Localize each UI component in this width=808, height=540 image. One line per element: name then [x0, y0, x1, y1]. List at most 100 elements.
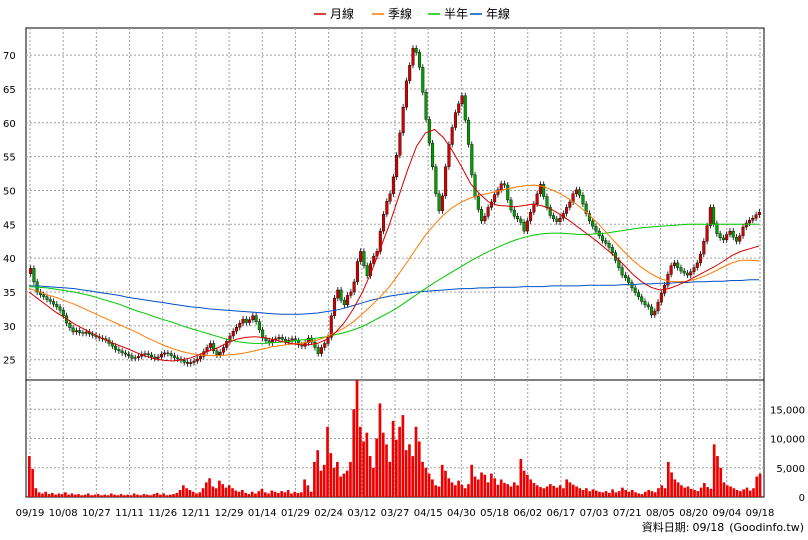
candle-body-206: [702, 241, 706, 255]
volume-bar-117: [411, 456, 415, 497]
candle-body-6: [48, 299, 52, 302]
candle-body-50: [192, 360, 196, 363]
volume-bar-112: [395, 439, 398, 497]
candle-body-66: [244, 318, 248, 323]
candle-body-67: [248, 319, 252, 323]
candle-body-183: [627, 277, 631, 283]
volume-bar-219: [745, 487, 749, 497]
volume-bar-124: [434, 485, 437, 497]
candle-body-89: [319, 347, 323, 354]
candle-body-187: [640, 296, 644, 302]
volume-bar-136: [473, 476, 477, 497]
candle-body-47: [182, 360, 186, 363]
volume-bar-97: [345, 470, 349, 497]
date-axis-labels: 09/19 10/08 10/27 11/11 11/26 12/11 12/29 01/14…: [16, 508, 775, 519]
volume-bar-181: [621, 487, 624, 497]
volume-bar-205: [699, 487, 703, 497]
volume-bar-39: [155, 492, 159, 497]
candle-body-161: [555, 218, 559, 222]
volume-bar-93: [332, 467, 336, 497]
volume-bar-221: [752, 488, 755, 497]
candle-body-147: [509, 199, 513, 211]
candle-body-64: [238, 322, 242, 328]
volume-bar-119: [417, 441, 421, 497]
volume-bar-89: [319, 470, 323, 497]
volume-bar-213: [725, 485, 729, 497]
volume-bar-162: [558, 485, 562, 497]
volume-bar-33: [136, 494, 139, 497]
candle-body-16: [81, 332, 85, 334]
candle-body-0: [29, 268, 33, 274]
volume-bar-54: [204, 482, 208, 497]
volume-bar-27: [116, 495, 120, 497]
candle-body-140: [486, 207, 490, 217]
candle-body-148: [512, 209, 516, 217]
candle-body-149: [516, 215, 520, 220]
candle-body-68: [251, 315, 255, 320]
price-tick-5: 50: [3, 186, 16, 197]
volume-bar-169: [581, 489, 585, 497]
volume-bar-36: [145, 494, 149, 497]
candle-body-220: [748, 220, 752, 224]
candle-body-101: [359, 251, 363, 262]
volume-bar-172: [591, 489, 595, 497]
date-tick-5: 12/11: [181, 508, 210, 519]
volume-bar-2: [34, 488, 38, 497]
volume-bar-13: [70, 493, 74, 497]
volume-bar-199: [680, 485, 683, 497]
volume-bar-135: [470, 464, 474, 497]
volume-bar-222: [755, 476, 759, 497]
candle-body-200: [682, 270, 686, 274]
candle-body-160: [551, 215, 555, 220]
candle-body-125: [437, 193, 441, 211]
date-tick-11: 03/27: [381, 508, 410, 519]
candle-body-88: [316, 347, 320, 354]
candle-body-127: [444, 166, 448, 197]
volume-bar-210: [716, 456, 719, 497]
candle-body-126: [440, 195, 444, 211]
volume-bar-139: [483, 474, 487, 497]
candle-body-8: [55, 303, 59, 308]
candle-body-93: [333, 297, 337, 316]
volume-bar-198: [676, 482, 680, 497]
candle-body-30: [127, 354, 131, 356]
volume-bar-118: [414, 426, 418, 497]
candle-body-63: [235, 327, 239, 332]
volume-bar-197: [673, 479, 677, 497]
volume-bar-157: [542, 488, 546, 497]
volume-bar-42: [165, 495, 169, 497]
candle-body-36: [146, 353, 150, 356]
volume-bar-18: [86, 493, 90, 497]
candle-body-217: [738, 235, 742, 242]
volume-bar-38: [152, 494, 156, 497]
ma-year-line: [29, 279, 759, 315]
legend: 月線 季線 半年 年線: [314, 6, 510, 21]
volume-bar-125: [437, 486, 441, 497]
candle-body-91: [326, 337, 330, 344]
candle-body-27: [117, 349, 121, 352]
candle-body-156: [538, 184, 542, 195]
volume-bar-52: [198, 492, 202, 497]
volume-bar-106: [375, 438, 379, 497]
candle-body-213: [725, 234, 729, 241]
candle-body-168: [578, 189, 582, 196]
date-tick-6: 12/29: [215, 508, 244, 519]
candle-body-151: [522, 222, 526, 232]
volume-bar-7: [50, 492, 54, 497]
candle-body-108: [382, 213, 386, 232]
candle-body-37: [150, 354, 154, 358]
volume-bar-126: [440, 464, 444, 497]
volume-bar-102: [362, 441, 365, 497]
volume-bar-25: [109, 493, 113, 497]
candle-body-32: [133, 357, 137, 359]
candle-body-31: [130, 355, 134, 359]
candle-body-211: [718, 233, 722, 239]
volume-bar-155: [535, 485, 539, 497]
candle-body-215: [731, 230, 735, 238]
candle-body-222: [754, 214, 758, 219]
volume-bar-11: [64, 492, 67, 497]
volume-bar-138: [480, 472, 483, 497]
candle-body-29: [123, 352, 127, 355]
volume-bar-71: [260, 488, 264, 497]
